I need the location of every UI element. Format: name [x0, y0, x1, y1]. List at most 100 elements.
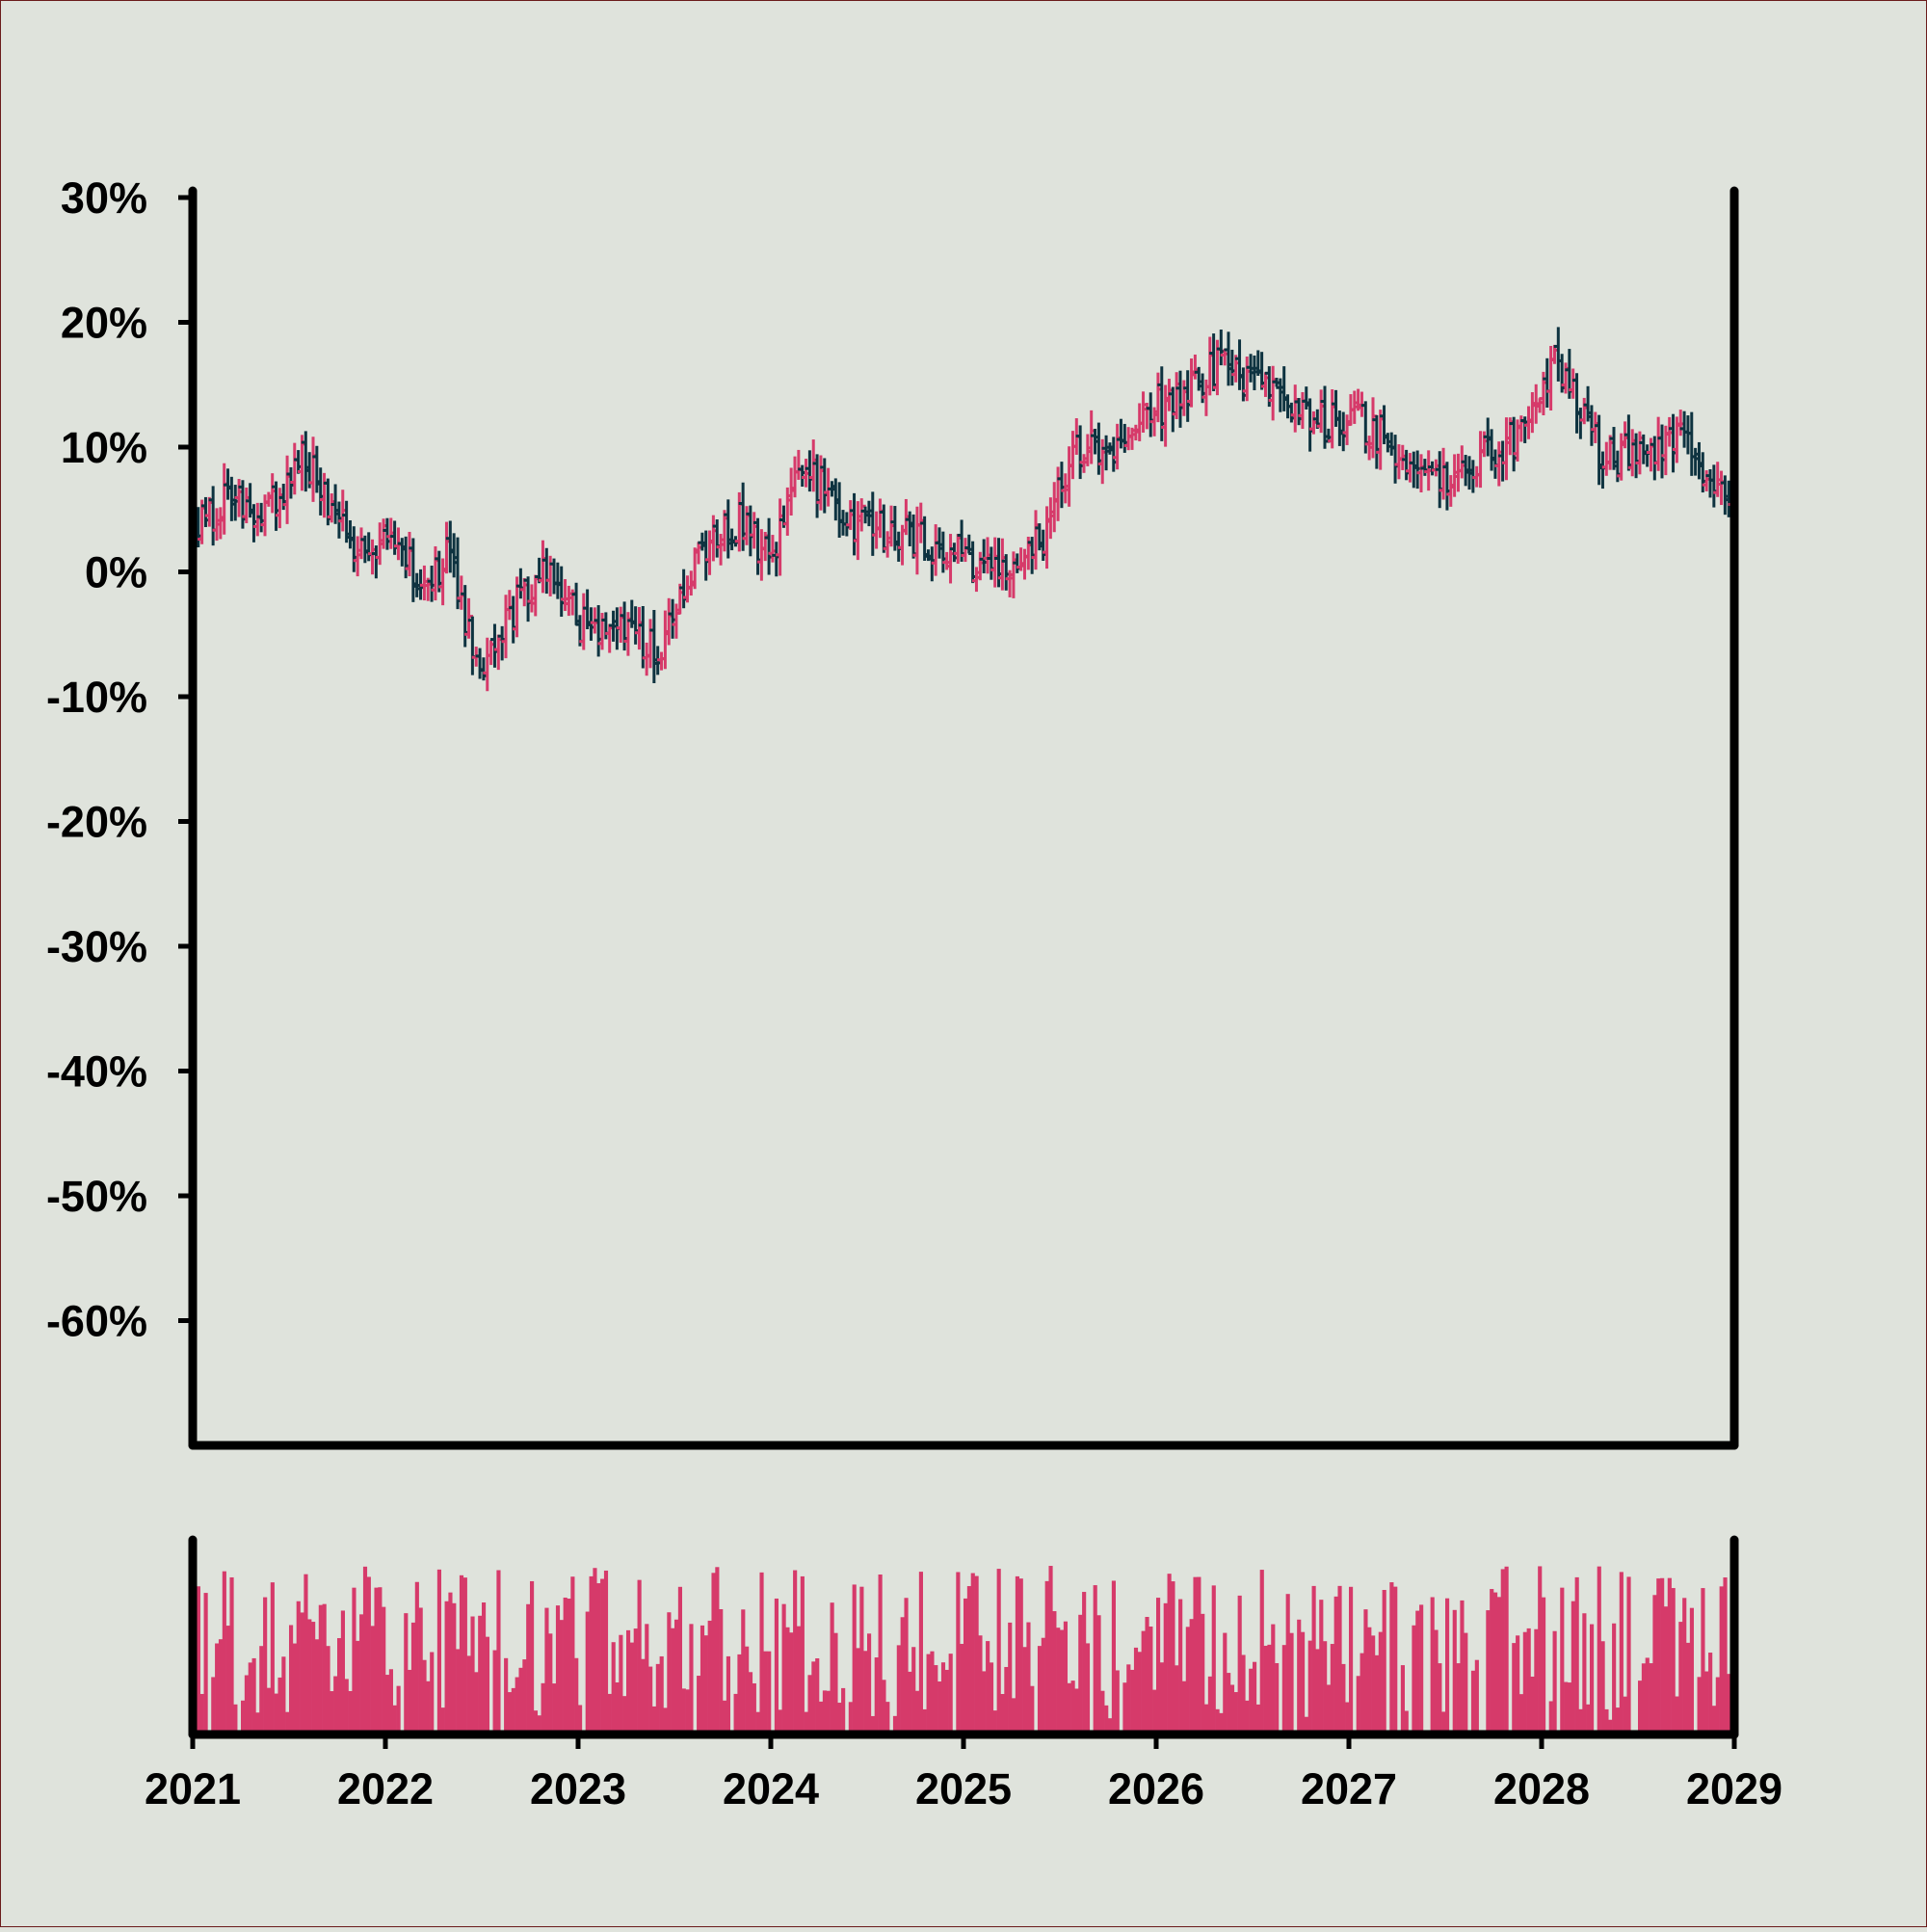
y-tick-label: 30%: [61, 173, 147, 223]
volume-bar: [1415, 1611, 1419, 1734]
volume-bar: [1501, 1569, 1505, 1734]
volume-bar: [1357, 1676, 1360, 1734]
volume-bar: [204, 1593, 208, 1734]
volume-bar: [879, 1575, 883, 1734]
volume-bar: [967, 1586, 971, 1734]
volume-bar: [315, 1639, 319, 1734]
volume-bar: [393, 1706, 397, 1734]
volume-bar: [304, 1575, 307, 1734]
volume-bar: [1523, 1632, 1527, 1734]
volume-bar: [241, 1701, 245, 1734]
volume-bar: [986, 1641, 990, 1734]
volume-bar: [1038, 1646, 1042, 1734]
volume-bar: [1197, 1577, 1201, 1734]
volume-bar: [1516, 1635, 1519, 1734]
volume-bar: [226, 1626, 230, 1734]
volume-bar: [1000, 1694, 1004, 1734]
volume-bar: [833, 1633, 837, 1734]
volume-bar: [245, 1676, 249, 1734]
volume-bar: [1308, 1641, 1312, 1734]
volume-bar: [660, 1656, 664, 1734]
volume-bar: [797, 1627, 801, 1734]
volume-bar: [1708, 1653, 1712, 1734]
volume-bar: [678, 1587, 682, 1734]
volume-bar: [1575, 1577, 1579, 1734]
volume-bar: [1023, 1647, 1027, 1734]
volume-bar: [1068, 1683, 1071, 1734]
x-tick-label: 2023: [530, 1764, 626, 1813]
volume-bar: [1360, 1654, 1364, 1734]
volume-bar: [249, 1662, 252, 1734]
volume-bar: [460, 1575, 463, 1734]
volume-bar: [341, 1610, 345, 1734]
volume-bar: [1460, 1601, 1464, 1734]
volume-bar: [859, 1587, 863, 1734]
volume-bar: [1122, 1682, 1126, 1734]
volume-bar: [570, 1576, 574, 1734]
y-tick-label: -20%: [46, 798, 147, 847]
volume-bar: [867, 1633, 871, 1734]
volume-bar: [1178, 1600, 1182, 1734]
volume-bar: [978, 1635, 982, 1734]
volume-bar: [1148, 1627, 1152, 1734]
volume-bar: [715, 1567, 719, 1734]
volume-bar: [1349, 1587, 1353, 1734]
volume-bar: [467, 1655, 471, 1734]
volume-bar: [1241, 1654, 1245, 1734]
volume-bar: [419, 1607, 423, 1734]
volume-bar: [1412, 1626, 1415, 1734]
volume-bar: [319, 1605, 323, 1734]
volume-bar: [408, 1670, 411, 1734]
volume-bar: [1582, 1613, 1586, 1734]
volume-bar: [1019, 1578, 1023, 1734]
volume-bar: [463, 1577, 467, 1734]
volume-bar: [512, 1688, 515, 1734]
volume-bar: [919, 1572, 923, 1734]
volume-bar: [1701, 1588, 1704, 1734]
volume-bar: [737, 1654, 741, 1734]
volume-bar: [971, 1574, 975, 1734]
volume-bar: [1664, 1606, 1668, 1734]
volume-bar: [289, 1625, 293, 1734]
volume-bar: [1453, 1610, 1457, 1734]
volume-bar: [1542, 1598, 1545, 1734]
volume-bar: [1652, 1595, 1656, 1734]
volume-bar: [1704, 1672, 1708, 1734]
volume-bar: [1716, 1678, 1720, 1734]
volume-bar: [1193, 1577, 1197, 1734]
volume-bar: [949, 1654, 953, 1734]
volume-bar: [1345, 1703, 1349, 1734]
volume-bar: [1045, 1581, 1049, 1734]
volume-bar: [411, 1623, 415, 1734]
volume-bar: [541, 1683, 545, 1734]
volume-bar: [1682, 1598, 1686, 1734]
volume-bar: [1323, 1641, 1327, 1734]
volume-bar: [767, 1652, 771, 1734]
volume-bar: [1312, 1586, 1316, 1734]
volume-bar: [904, 1598, 908, 1734]
volume-bar: [1078, 1615, 1082, 1734]
volume-bar: [723, 1701, 726, 1734]
volume-bar: [1116, 1670, 1120, 1734]
volume-bar: [1074, 1688, 1078, 1734]
volume-bar: [378, 1587, 382, 1734]
volume-bar: [682, 1688, 686, 1734]
volume-bar: [448, 1593, 452, 1734]
y-tick-label: 0%: [85, 548, 147, 597]
volume-bar: [1327, 1684, 1331, 1734]
volume-bar: [793, 1571, 797, 1734]
volume-bar: [1464, 1633, 1467, 1734]
volume-bar: [885, 1702, 889, 1734]
volume-bar: [1698, 1677, 1702, 1734]
volume-bar: [311, 1622, 315, 1734]
volume-bar: [1331, 1644, 1334, 1734]
volume-bar: [445, 1601, 449, 1734]
x-tick-label: 2028: [1493, 1764, 1590, 1813]
volume-bar: [544, 1608, 548, 1734]
volume-bar: [849, 1702, 853, 1734]
volume-bar: [263, 1598, 267, 1734]
volume-bar: [470, 1617, 474, 1734]
volume-bar: [323, 1604, 327, 1734]
volume-bar: [1253, 1662, 1256, 1734]
volume-bar: [1720, 1586, 1724, 1734]
